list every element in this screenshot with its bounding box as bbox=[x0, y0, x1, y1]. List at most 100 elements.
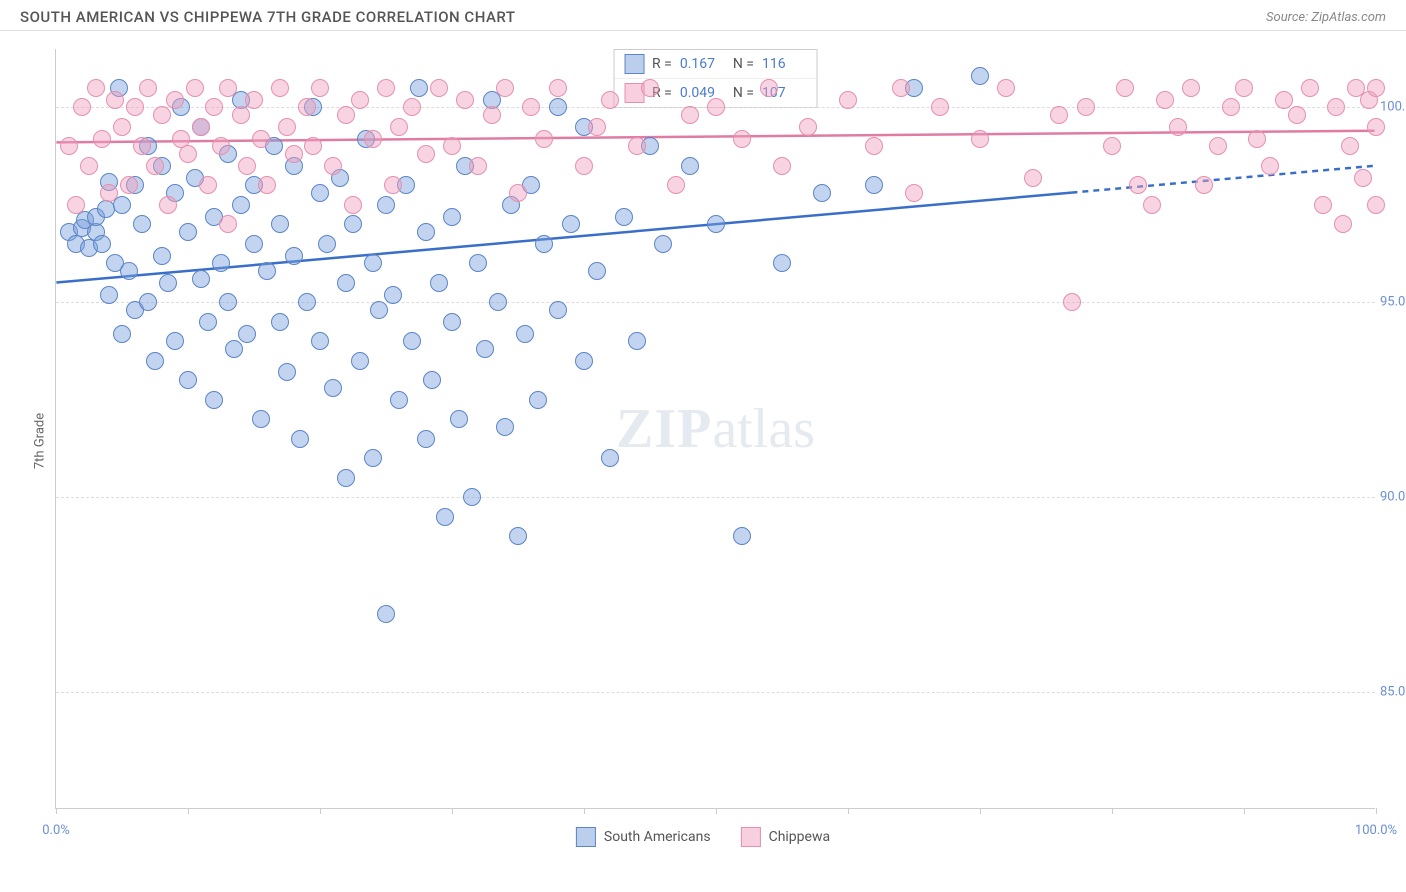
scatter-point bbox=[113, 325, 131, 343]
scatter-point bbox=[410, 79, 428, 97]
scatter-point bbox=[113, 118, 131, 136]
legend-item-chippewa: Chippewa bbox=[741, 827, 831, 847]
scatter-point bbox=[238, 157, 256, 175]
scatter-point bbox=[212, 254, 230, 272]
legend-item-south-americans: South Americans bbox=[576, 827, 711, 847]
scatter-point bbox=[707, 98, 725, 116]
scatter-point bbox=[733, 527, 751, 545]
scatter-point bbox=[1235, 79, 1253, 97]
plot-area: ZIPatlas R = 0.167 N = 116 R = 0.049 N =… bbox=[55, 49, 1375, 809]
scatter-point bbox=[760, 79, 778, 97]
scatter-point bbox=[463, 488, 481, 506]
scatter-point bbox=[529, 391, 547, 409]
scatter-point bbox=[285, 145, 303, 163]
scatter-point bbox=[146, 352, 164, 370]
scatter-point bbox=[443, 208, 461, 226]
scatter-point bbox=[245, 235, 263, 253]
scatter-point bbox=[667, 176, 685, 194]
scatter-point bbox=[773, 254, 791, 272]
scatter-point bbox=[364, 449, 382, 467]
scatter-point bbox=[1367, 118, 1385, 136]
scatter-point bbox=[469, 254, 487, 272]
scatter-point bbox=[291, 430, 309, 448]
scatter-point bbox=[73, 98, 91, 116]
scatter-point bbox=[139, 293, 157, 311]
scatter-point bbox=[549, 301, 567, 319]
scatter-point bbox=[403, 332, 421, 350]
scatter-point bbox=[225, 340, 243, 358]
gridline bbox=[56, 692, 1375, 693]
scatter-point bbox=[628, 137, 646, 155]
scatter-point bbox=[133, 215, 151, 233]
swatch-blue-icon bbox=[624, 54, 644, 74]
scatter-point bbox=[271, 313, 289, 331]
scatter-point bbox=[179, 145, 197, 163]
xtick bbox=[1376, 808, 1377, 814]
scatter-point bbox=[377, 79, 395, 97]
legend-label: Chippewa bbox=[769, 829, 831, 845]
ytick-label: 100.0% bbox=[1380, 100, 1406, 115]
scatter-point bbox=[496, 418, 514, 436]
swatch-blue-icon bbox=[576, 827, 596, 847]
scatter-point bbox=[126, 98, 144, 116]
scatter-point bbox=[351, 352, 369, 370]
xtick bbox=[452, 808, 453, 814]
scatter-point bbox=[67, 196, 85, 214]
xtick bbox=[584, 808, 585, 814]
scatter-point bbox=[245, 91, 263, 109]
scatter-point bbox=[324, 379, 342, 397]
scatter-point bbox=[344, 215, 362, 233]
scatter-point bbox=[166, 332, 184, 350]
scatter-point bbox=[509, 184, 527, 202]
scatter-point bbox=[905, 184, 923, 202]
scatter-point bbox=[931, 98, 949, 116]
scatter-point bbox=[865, 137, 883, 155]
scatter-point bbox=[311, 332, 329, 350]
scatter-point bbox=[304, 137, 322, 155]
scatter-point bbox=[1103, 137, 1121, 155]
scatter-point bbox=[219, 79, 237, 97]
scatter-point bbox=[1129, 176, 1147, 194]
scatter-point bbox=[516, 325, 534, 343]
xtick bbox=[1112, 808, 1113, 814]
scatter-point bbox=[681, 157, 699, 175]
n-value-blue: 116 bbox=[762, 56, 807, 72]
scatter-point bbox=[219, 293, 237, 311]
scatter-point bbox=[120, 176, 138, 194]
scatter-point bbox=[1314, 196, 1332, 214]
xtick-label: 0.0% bbox=[42, 823, 70, 838]
scatter-point bbox=[311, 184, 329, 202]
scatter-point bbox=[278, 363, 296, 381]
scatter-point bbox=[344, 196, 362, 214]
scatter-point bbox=[258, 176, 276, 194]
scatter-point bbox=[192, 118, 210, 136]
n-label: N = bbox=[733, 85, 754, 101]
scatter-point bbox=[238, 325, 256, 343]
ytick-label: 90.0% bbox=[1380, 490, 1406, 505]
scatter-point bbox=[417, 223, 435, 241]
scatter-point bbox=[509, 527, 527, 545]
scatter-point bbox=[252, 410, 270, 428]
scatter-point bbox=[179, 223, 197, 241]
scatter-point bbox=[1169, 118, 1187, 136]
scatter-point bbox=[1156, 91, 1174, 109]
scatter-point bbox=[179, 371, 197, 389]
scatter-point bbox=[1195, 176, 1213, 194]
scatter-point bbox=[199, 176, 217, 194]
scatter-point bbox=[120, 262, 138, 280]
scatter-point bbox=[456, 91, 474, 109]
scatter-point bbox=[298, 293, 316, 311]
scatter-point bbox=[311, 79, 329, 97]
xtick bbox=[716, 808, 717, 814]
scatter-point bbox=[971, 67, 989, 85]
scatter-point bbox=[469, 157, 487, 175]
gridline bbox=[56, 497, 1375, 498]
swatch-pink-icon bbox=[741, 827, 761, 847]
scatter-point bbox=[318, 235, 336, 253]
scatter-point bbox=[219, 215, 237, 233]
scatter-point bbox=[1301, 79, 1319, 97]
legend-label: South Americans bbox=[604, 829, 711, 845]
scatter-point bbox=[601, 449, 619, 467]
watermark-atlas: atlas bbox=[712, 398, 815, 460]
scatter-point bbox=[733, 130, 751, 148]
